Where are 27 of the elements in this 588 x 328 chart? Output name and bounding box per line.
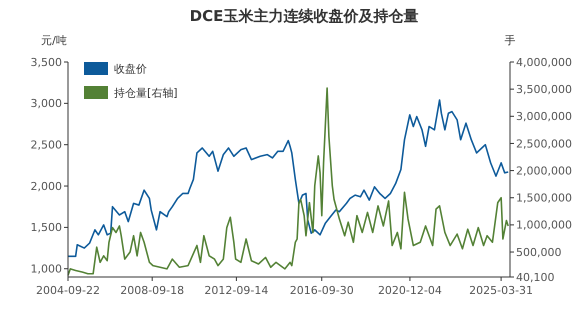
y2-tick-label: 1,000,000 [516,218,572,232]
y-tick-label: 1,000 [30,262,62,276]
line-series [67,99,510,258]
y2-axis-title: 手 [504,34,516,47]
y-tick-label: 2,000 [30,180,62,193]
y2-tick-label: 2,500,000 [516,137,572,150]
y2-tick-label: 40,100 [516,270,554,284]
x-tick-label: 2004-09-22 [36,284,100,297]
chart-title: DCE玉米主力连续收盘价及持仓量 [190,7,418,25]
y2-tick-label: 2,000,000 [516,164,572,178]
x-tick-label: 2016-09-30 [290,284,354,297]
y2-tick-label: 500,000 [516,246,562,259]
x-tick-label: 2025-03-31 [469,284,534,297]
legend-label: 收盘价 [114,62,147,76]
x-tick-label: 2012-09-14 [204,284,268,297]
x-tick-label: 2008-09-18 [120,284,184,297]
y-axis-title: 元/吨 [41,34,67,47]
y-tick-label: 2,500 [30,138,62,152]
y-tick-label: 3,000 [30,97,62,110]
x-tick-label: 2020-12-04 [378,284,442,297]
legend-label: 持仓量[右轴] [114,86,178,100]
y-tick-label: 3,500 [30,56,62,69]
y2-tick-label: 3,500,000 [516,82,572,96]
y2-tick-label: 4,000,000 [516,56,572,69]
y2-tick-label: 3,000,000 [516,110,572,124]
y-tick-label: 1,500 [30,221,62,234]
y2-tick-label: 1,500,000 [516,192,572,205]
